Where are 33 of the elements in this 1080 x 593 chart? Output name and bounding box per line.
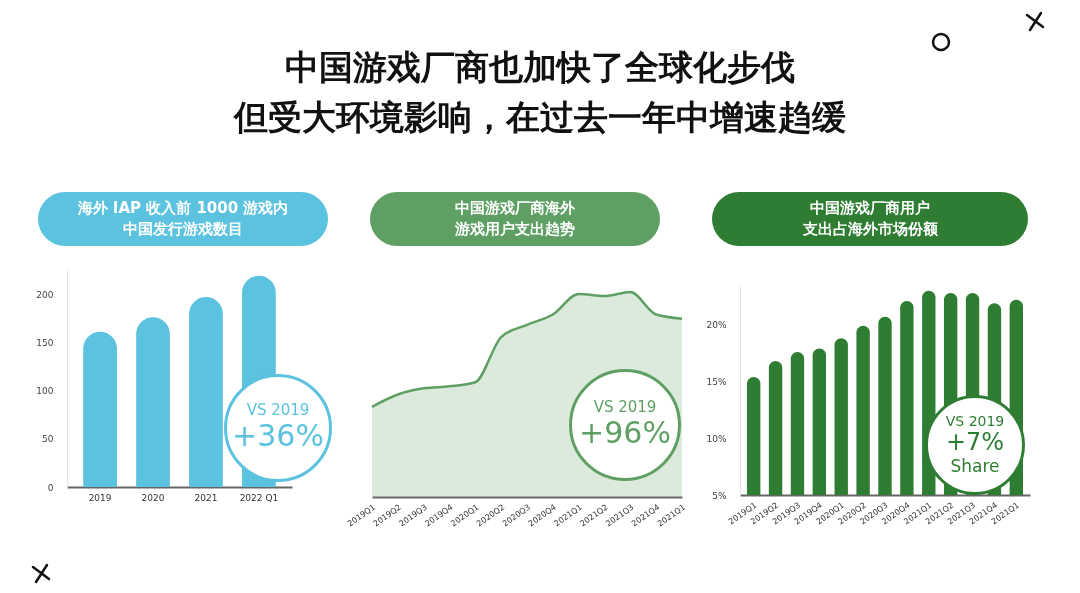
annotation: +36% — [232, 418, 324, 454]
y-tick-label: 200 — [36, 289, 54, 300]
text: 中国游戏厂商也加快了全球化步伐 — [284, 46, 796, 89]
chart-title: 中国游戏厂商海外 — [454, 198, 576, 219]
annotation: VS 2019 — [945, 413, 1005, 430]
x-tick-label: 2022 Q1 — [239, 492, 279, 503]
chart-title: 海外 IAP 收入前 1000 游戏内 — [76, 198, 290, 219]
annotation: VS 2019 — [593, 398, 657, 417]
y-tick-label: 100 — [36, 386, 54, 397]
text: 但受大环境影响，在过去一年中增速趋缓 — [232, 96, 847, 139]
annotation: VS 2019 — [246, 401, 310, 420]
y-tick-label: 10% — [706, 433, 727, 444]
x-tick-label: 2019 — [88, 492, 112, 503]
y-tick-label: 15% — [706, 376, 727, 387]
chart-subtitle: 中国发行游戏数目 — [122, 219, 244, 240]
annotation: Share — [950, 456, 1000, 477]
chart-subtitle: 游戏用户支出趋势 — [454, 219, 576, 240]
circle-badge: VS 2019 +36% — [224, 374, 332, 482]
bar — [83, 331, 117, 487]
y-tick-label: 150 — [36, 337, 54, 348]
x-tick-label: 2020 — [141, 492, 165, 503]
chart-title: 中国游戏厂商用户 — [809, 198, 931, 219]
annotation: +96% — [579, 415, 671, 451]
x-tick-label: 2021 — [194, 492, 218, 503]
y-tick-label: 5% — [712, 490, 727, 501]
y-tick-label: 0 — [47, 482, 54, 493]
y-tick-label: 50 — [42, 434, 54, 445]
bar — [189, 297, 223, 487]
annotation: +7% — [945, 428, 1005, 458]
y-tick-label: 20% — [706, 320, 727, 331]
circle-badge: VS 2019 +96% — [569, 369, 681, 481]
bar — [136, 317, 170, 487]
chart-subtitle: 支出占海外市场份额 — [801, 219, 939, 240]
